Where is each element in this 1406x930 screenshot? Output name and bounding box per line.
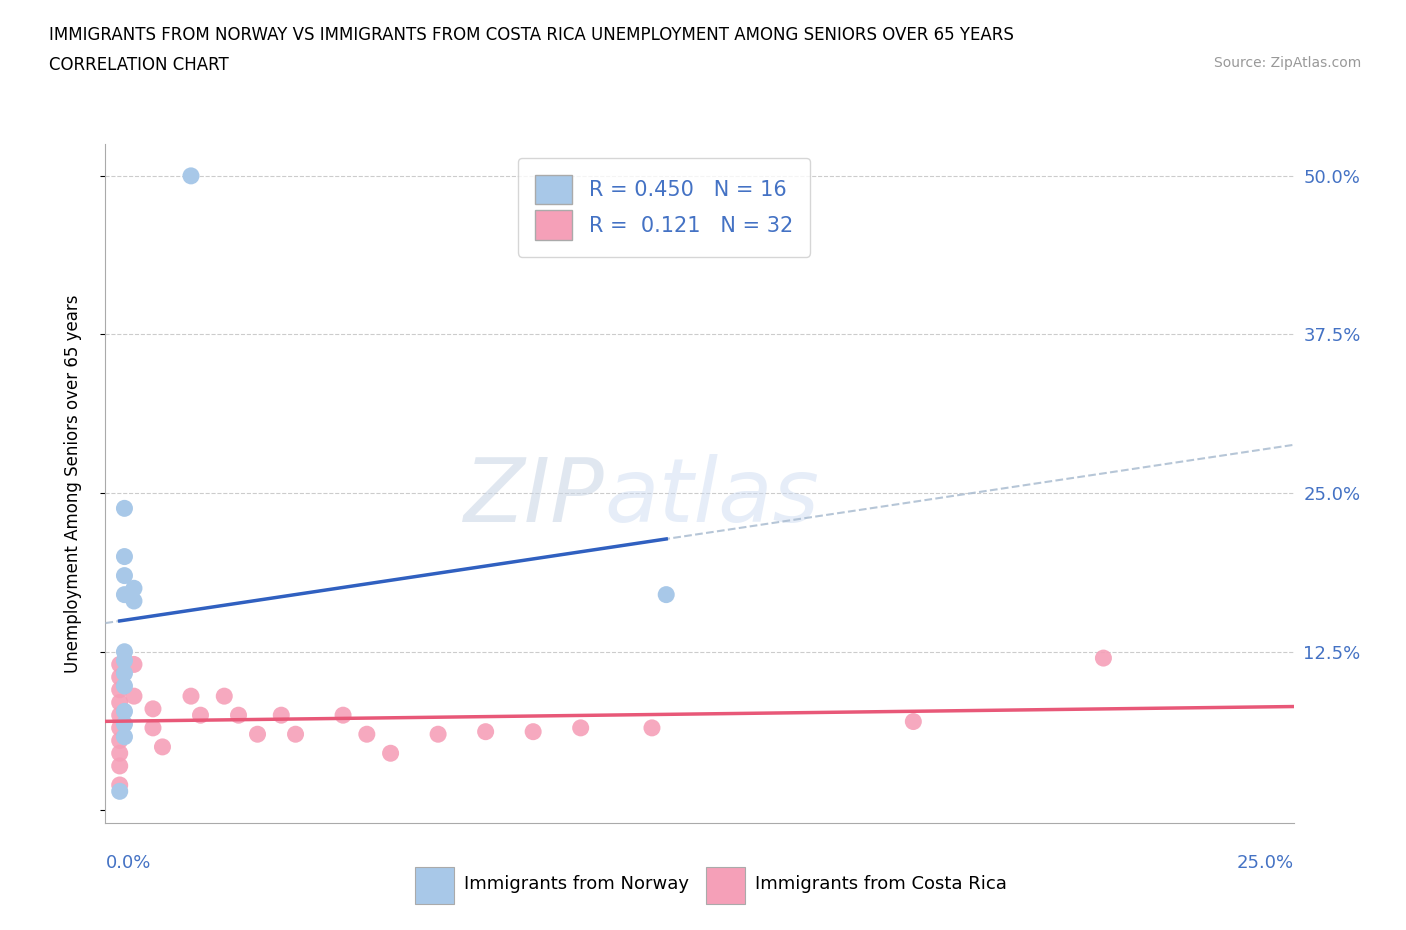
Point xyxy=(108,746,131,761)
Point xyxy=(190,708,212,723)
Point xyxy=(122,593,145,608)
Point xyxy=(122,657,145,671)
Point xyxy=(114,587,136,602)
Point xyxy=(114,653,136,668)
Point xyxy=(114,679,136,694)
Point xyxy=(228,708,250,723)
Text: CORRELATION CHART: CORRELATION CHART xyxy=(49,56,229,73)
Point xyxy=(214,689,236,704)
Point xyxy=(114,568,136,583)
Point xyxy=(108,657,131,671)
Point xyxy=(903,714,925,729)
Point xyxy=(114,501,136,516)
Point xyxy=(108,708,131,723)
Point xyxy=(114,729,136,744)
Point xyxy=(122,689,145,704)
Point xyxy=(108,733,131,748)
Point xyxy=(108,759,131,774)
Point xyxy=(474,724,496,739)
Point xyxy=(114,704,136,719)
Point xyxy=(114,717,136,732)
Point xyxy=(380,746,402,761)
Point xyxy=(108,695,131,710)
Point xyxy=(114,666,136,681)
Point xyxy=(569,721,592,736)
Point xyxy=(108,670,131,684)
Point xyxy=(142,721,165,736)
Text: Immigrants from Norway: Immigrants from Norway xyxy=(464,874,689,893)
Point xyxy=(246,726,269,741)
Point xyxy=(641,721,664,736)
Text: atlas: atlas xyxy=(605,454,820,540)
Text: 25.0%: 25.0% xyxy=(1236,854,1294,872)
Legend: R = 0.450   N = 16, R =  0.121   N = 32: R = 0.450 N = 16, R = 0.121 N = 32 xyxy=(517,158,810,257)
Text: 0.0%: 0.0% xyxy=(105,854,150,872)
Point xyxy=(180,689,202,704)
Point xyxy=(122,581,145,596)
FancyBboxPatch shape xyxy=(415,867,454,904)
Point xyxy=(1092,651,1115,666)
Point xyxy=(427,726,450,741)
Point xyxy=(180,168,202,183)
FancyBboxPatch shape xyxy=(706,867,745,904)
Point xyxy=(108,683,131,698)
Text: ZIP: ZIP xyxy=(464,454,605,540)
Point xyxy=(522,724,544,739)
Point xyxy=(108,721,131,736)
Text: Source: ZipAtlas.com: Source: ZipAtlas.com xyxy=(1213,56,1361,70)
Point xyxy=(142,701,165,716)
Point xyxy=(356,726,378,741)
Point xyxy=(270,708,292,723)
Point xyxy=(332,708,354,723)
Point xyxy=(655,587,678,602)
Point xyxy=(108,777,131,792)
Y-axis label: Unemployment Among Seniors over 65 years: Unemployment Among Seniors over 65 years xyxy=(63,295,82,672)
Text: Immigrants from Costa Rica: Immigrants from Costa Rica xyxy=(755,874,1007,893)
Point xyxy=(152,739,174,754)
Text: IMMIGRANTS FROM NORWAY VS IMMIGRANTS FROM COSTA RICA UNEMPLOYMENT AMONG SENIORS : IMMIGRANTS FROM NORWAY VS IMMIGRANTS FRO… xyxy=(49,26,1014,44)
Point xyxy=(108,784,131,799)
Point xyxy=(114,549,136,564)
Point xyxy=(284,726,307,741)
Point xyxy=(114,644,136,659)
